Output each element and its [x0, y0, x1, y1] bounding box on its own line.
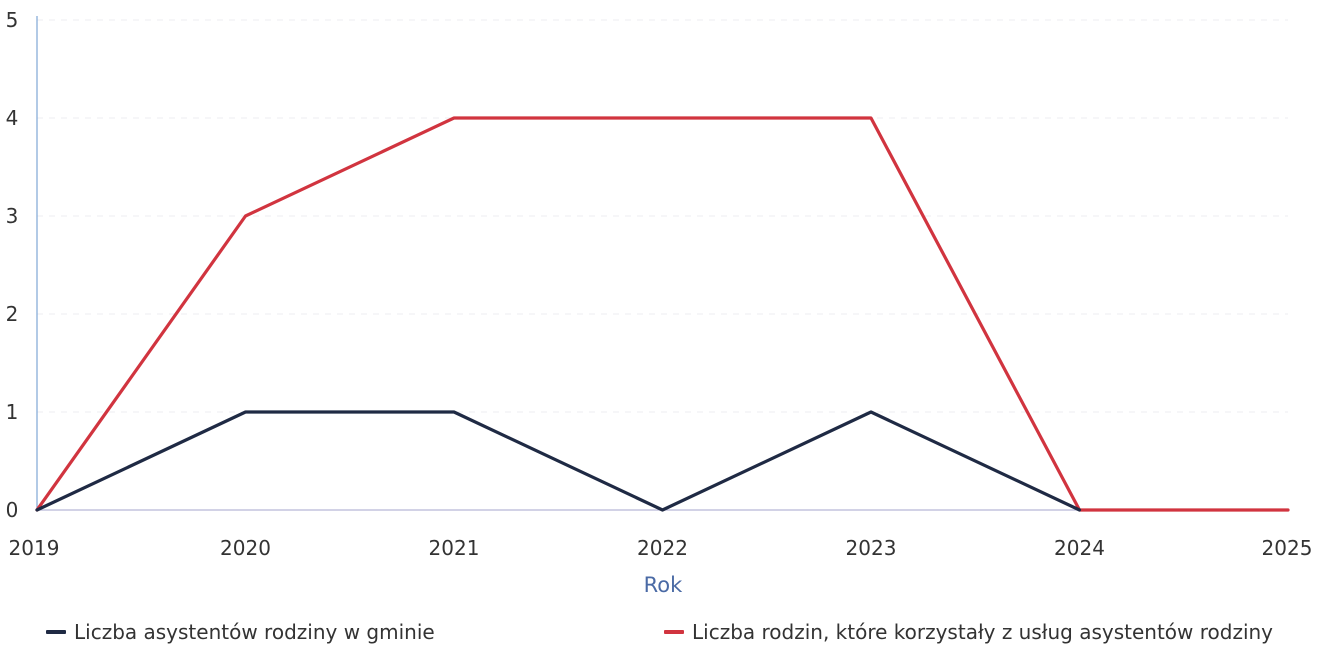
legend-swatch-asystenci [46, 630, 66, 634]
legend: Liczba asystentów rodziny w gminie Liczb… [0, 620, 1317, 650]
y-tick-label: 2 [6, 302, 19, 326]
y-tick-label: 3 [6, 204, 19, 228]
series-lines [35, 116, 1290, 512]
axes [36, 16, 1288, 511]
x-tick-labels: 2019 2020 2021 2022 2023 2024 2025 [9, 536, 1313, 560]
series-line-0 [35, 410, 1082, 512]
legend-item-asystenci: Liczba asystentów rodziny w gminie [46, 620, 435, 644]
x-axis-title: Rok [644, 573, 683, 597]
legend-label-rodziny: Liczba rodzin, które korzystały z usług … [692, 620, 1274, 644]
x-tick-label: 2020 [220, 536, 271, 560]
x-tick-label: 2022 [637, 536, 688, 560]
legend-item-rodziny: Liczba rodzin, które korzystały z usług … [664, 620, 1273, 644]
x-tick-label: 2021 [429, 536, 480, 560]
x-tick-label: 2025 [1262, 536, 1313, 560]
y-tick-label: 1 [6, 400, 19, 424]
line-chart: 0 1 2 3 4 5 2019 2020 2021 2022 2023 2024 2025 Rok [6, 8, 1313, 597]
legend-label-asystenci: Liczba asystentów rodziny w gminie [74, 620, 435, 644]
y-tick-label: 5 [6, 8, 19, 32]
y-tick-label: 0 [6, 498, 19, 522]
y-tick-label: 4 [6, 106, 19, 130]
legend-swatch-rodziny [664, 630, 684, 634]
x-tick-label: 2024 [1054, 536, 1105, 560]
x-tick-label: 2019 [9, 536, 60, 560]
gridlines [37, 19, 1288, 413]
y-tick-labels: 0 1 2 3 4 5 [6, 8, 19, 522]
x-tick-label: 2023 [846, 536, 897, 560]
